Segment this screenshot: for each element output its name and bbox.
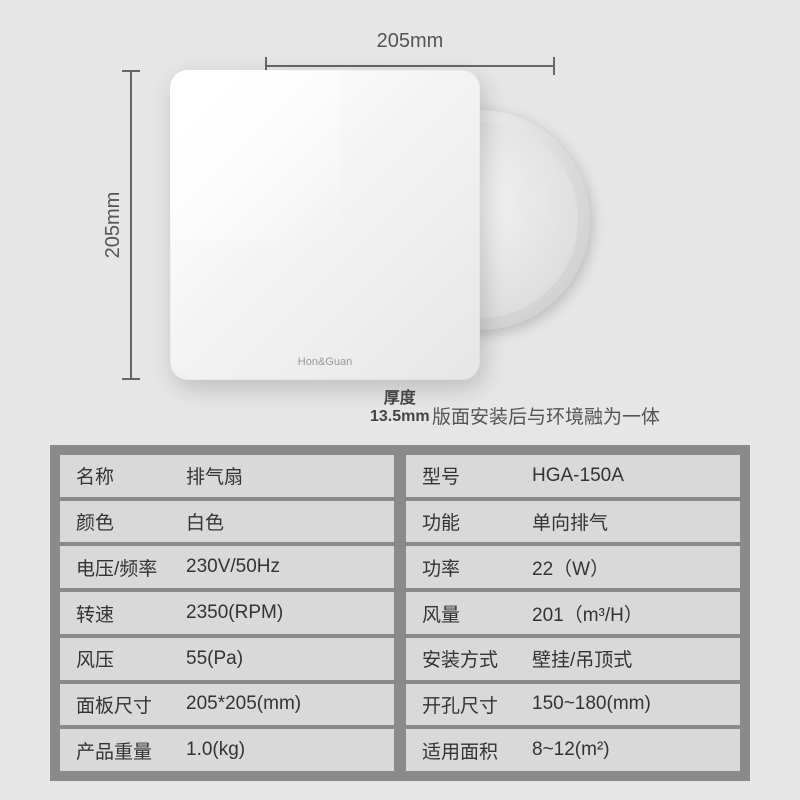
spec-key: 电压/频率 <box>76 554 186 581</box>
spec-row: 开孔尺寸150~180(mm) <box>406 684 740 726</box>
tagline: 版面安装后与环境融为一体 <box>432 402 660 429</box>
fan-panel: Hon&Guan <box>170 70 480 380</box>
spec-row: 转速2350(RPM) <box>60 592 394 634</box>
spec-value: 205*205(mm) <box>186 693 378 715</box>
spec-col-right: 型号HGA-150A功能单向排气功率22（W）风量201（m³/H）安装方式壁挂… <box>406 455 740 771</box>
spec-key: 功能 <box>422 508 532 535</box>
spec-key: 面板尺寸 <box>76 691 186 718</box>
spec-key: 名称 <box>76 462 186 489</box>
spec-key: 适用面积 <box>422 737 532 764</box>
spec-col-left: 名称排气扇颜色白色电压/频率230V/50Hz转速2350(RPM)风压55(P… <box>60 455 394 771</box>
width-ruler: 205mm <box>265 30 555 70</box>
spec-value: 2350(RPM) <box>186 602 378 624</box>
spec-value: 8~12(m²) <box>532 739 724 761</box>
spec-key: 安装方式 <box>422 645 532 672</box>
spec-row: 颜色白色 <box>60 501 394 543</box>
spec-row: 风量201（m³/H） <box>406 592 740 634</box>
thickness-callout: 厚度 13.5mm <box>370 384 430 426</box>
spec-key: 风压 <box>76 645 186 672</box>
spec-row: 电压/频率230V/50Hz <box>60 546 394 588</box>
spec-value: 201（m³/H） <box>532 600 724 627</box>
spec-value: 单向排气 <box>532 508 724 535</box>
product-render: Hon&Guan <box>170 70 480 380</box>
spec-row: 功能单向排气 <box>406 501 740 543</box>
spec-row: 安装方式壁挂/吊顶式 <box>406 638 740 680</box>
spec-row: 适用面积8~12(m²) <box>406 729 740 771</box>
spec-key: 功率 <box>422 554 532 581</box>
spec-key: 型号 <box>422 462 532 489</box>
spec-row: 风压55(Pa) <box>60 638 394 680</box>
thickness-value: 13.5mm <box>370 408 430 426</box>
thickness-key: 厚度 <box>370 384 430 408</box>
spec-value: 230V/50Hz <box>186 556 378 578</box>
spec-key: 产品重量 <box>76 737 186 764</box>
spec-value: 55(Pa) <box>186 648 378 670</box>
dimension-diagram: 205mm 205mm Hon&Guan 厚度 13.5mm 版面安装后与环境融… <box>0 0 800 460</box>
spec-value: 150~180(mm) <box>532 693 724 715</box>
spec-row: 名称排气扇 <box>60 455 394 497</box>
spec-value: 22（W） <box>532 554 724 581</box>
height-ruler: 205mm <box>100 70 140 380</box>
width-label: 205mm <box>265 30 555 53</box>
spec-row: 产品重量1.0(kg) <box>60 729 394 771</box>
spec-value: 排气扇 <box>186 462 378 489</box>
spec-key: 风量 <box>422 600 532 627</box>
spec-value: 1.0(kg) <box>186 739 378 761</box>
spec-row: 面板尺寸205*205(mm) <box>60 684 394 726</box>
spec-value: 白色 <box>186 508 378 535</box>
spec-table: 名称排气扇颜色白色电压/频率230V/50Hz转速2350(RPM)风压55(P… <box>50 445 750 781</box>
spec-key: 颜色 <box>76 508 186 535</box>
brand-label: Hon&Guan <box>298 356 352 368</box>
spec-value: 壁挂/吊顶式 <box>532 645 724 672</box>
spec-row: 型号HGA-150A <box>406 455 740 497</box>
spec-key: 转速 <box>76 600 186 627</box>
spec-key: 开孔尺寸 <box>422 691 532 718</box>
spec-value: HGA-150A <box>532 465 724 487</box>
spec-row: 功率22（W） <box>406 546 740 588</box>
height-ruler-bar <box>122 70 140 380</box>
